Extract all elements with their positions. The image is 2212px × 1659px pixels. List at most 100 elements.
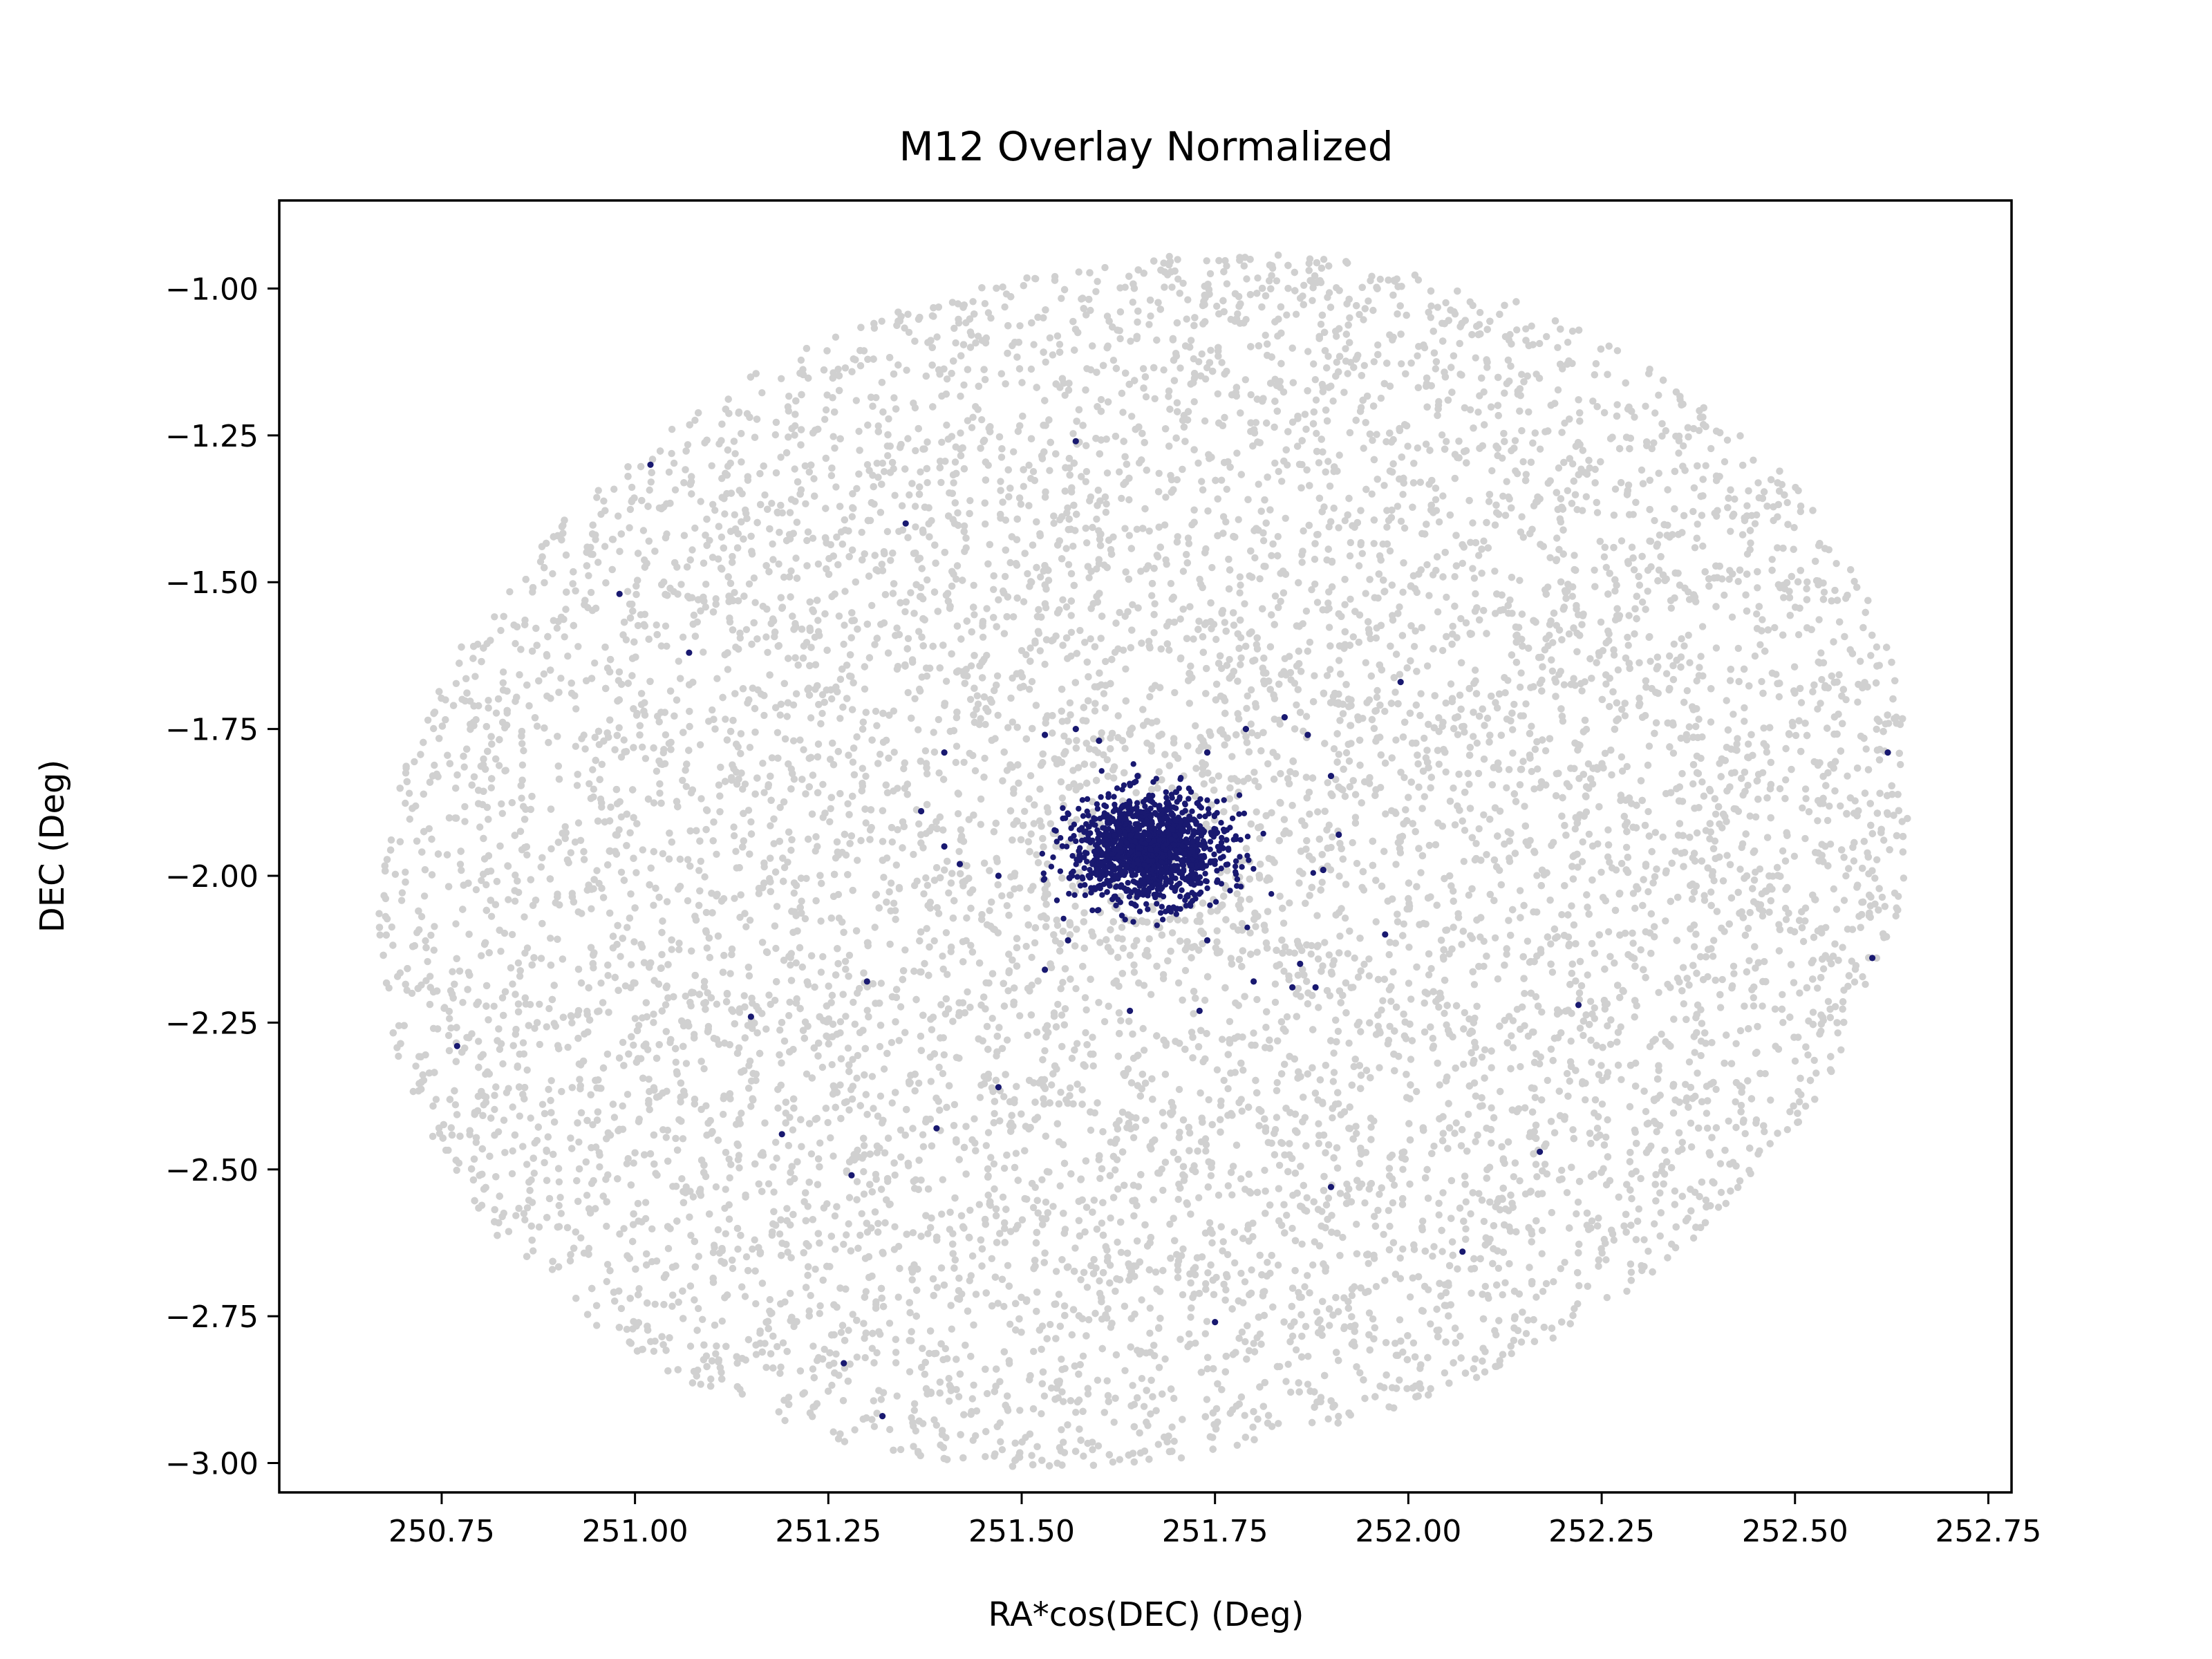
field-star-point (1558, 1166, 1566, 1174)
field-star-point (778, 375, 785, 382)
field-star-point (1400, 524, 1409, 532)
field-star-point (1647, 657, 1654, 665)
field-star-point (760, 711, 768, 720)
field-star-point (735, 1009, 744, 1016)
field-star-point (1706, 787, 1714, 795)
field-star-point (1050, 519, 1058, 527)
field-star-point (1792, 731, 1800, 740)
field-star-point (996, 1117, 1004, 1125)
field-star-point (960, 758, 968, 767)
field-star-point (452, 679, 460, 687)
field-star-point (420, 892, 429, 900)
field-star-point (1625, 612, 1633, 619)
field-star-point (1754, 479, 1762, 487)
field-star-point (887, 879, 895, 887)
field-star-point (1016, 1407, 1024, 1414)
field-star-point (1283, 1013, 1291, 1021)
field-star-point (1355, 1018, 1363, 1027)
field-star-point (1622, 843, 1631, 852)
field-star-point (1025, 461, 1033, 469)
field-star-point (1138, 1296, 1145, 1304)
field-star-point (1629, 890, 1638, 897)
field-star-point (1695, 715, 1703, 723)
field-star-point (797, 356, 805, 364)
field-star-point (1591, 465, 1599, 474)
field-star-point (1575, 1282, 1583, 1290)
field-star-point (1541, 1161, 1549, 1168)
field-star-point (1101, 263, 1109, 272)
field-star-point (1731, 495, 1738, 503)
field-star-point (1027, 830, 1035, 838)
field-star-point (1432, 496, 1440, 503)
field-star-point (1119, 646, 1127, 654)
field-star-point (1553, 933, 1562, 941)
field-star-point (405, 789, 413, 797)
field-star-point (1809, 1009, 1817, 1016)
field-star-point (1207, 1172, 1215, 1180)
field-star-point (505, 1085, 512, 1092)
field-star-point (891, 1171, 899, 1179)
field-star-point (1511, 437, 1519, 444)
field-star-point (886, 1425, 894, 1434)
field-star-point (1262, 331, 1269, 339)
field-star-point (1723, 436, 1732, 444)
field-star-point (1142, 393, 1150, 401)
field-star-point (639, 846, 646, 854)
field-star-point (536, 1000, 543, 1009)
field-star-point (1116, 608, 1123, 617)
field-star-point (1471, 1355, 1479, 1363)
field-star-point (695, 1304, 702, 1313)
field-star-point (617, 813, 626, 821)
field-star-point (639, 1345, 646, 1353)
field-star-point (1247, 720, 1255, 728)
field-star-point (1246, 929, 1254, 937)
field-star-point (948, 1325, 956, 1333)
field-star-point (1396, 603, 1403, 611)
field-star-point (1685, 596, 1694, 603)
field-star-point (968, 1395, 977, 1403)
field-star-point (777, 453, 785, 461)
field-star-point (1400, 774, 1408, 782)
field-star-point (1441, 1369, 1449, 1377)
field-star-point (619, 1102, 626, 1110)
field-star-point (1597, 1062, 1605, 1069)
field-star-point (475, 1038, 482, 1045)
field-star-point (702, 908, 711, 917)
field-star-point (1617, 796, 1624, 805)
field-star-point (1300, 727, 1307, 735)
field-star-point (1391, 939, 1400, 947)
field-star-point (828, 695, 836, 703)
field-star-point (1121, 744, 1129, 752)
field-star-point (1602, 1256, 1610, 1264)
field-star-point (641, 755, 650, 762)
field-star-point (1256, 1330, 1264, 1338)
field-star-point (557, 675, 565, 682)
field-star-point (1561, 1259, 1568, 1266)
field-star-point (807, 1292, 814, 1300)
field-star-point (722, 715, 729, 723)
field-star-point (1473, 739, 1481, 747)
field-star-point (697, 795, 705, 803)
field-star-point (1815, 616, 1823, 624)
field-star-point (505, 896, 512, 903)
field-star-point (1161, 521, 1169, 529)
field-star-point (668, 946, 675, 953)
field-star-point (1399, 1245, 1407, 1253)
field-star-point (910, 850, 917, 859)
field-star-point (482, 881, 490, 889)
field-star-point (1519, 458, 1527, 466)
field-star-point (703, 944, 711, 952)
field-star-point (1732, 1098, 1739, 1106)
field-star-point (1117, 1017, 1125, 1024)
field-star-point (1335, 1412, 1342, 1421)
field-star-point (1003, 902, 1011, 910)
field-star-point (751, 599, 759, 606)
field-star-point (1202, 1280, 1210, 1288)
field-star-point (1213, 302, 1221, 310)
field-star-point (1044, 808, 1052, 816)
field-star-point (430, 946, 438, 954)
field-star-point (1056, 1182, 1064, 1190)
field-star-point (610, 1114, 619, 1121)
field-star-point (1892, 912, 1900, 920)
field-star-point (1313, 599, 1322, 606)
